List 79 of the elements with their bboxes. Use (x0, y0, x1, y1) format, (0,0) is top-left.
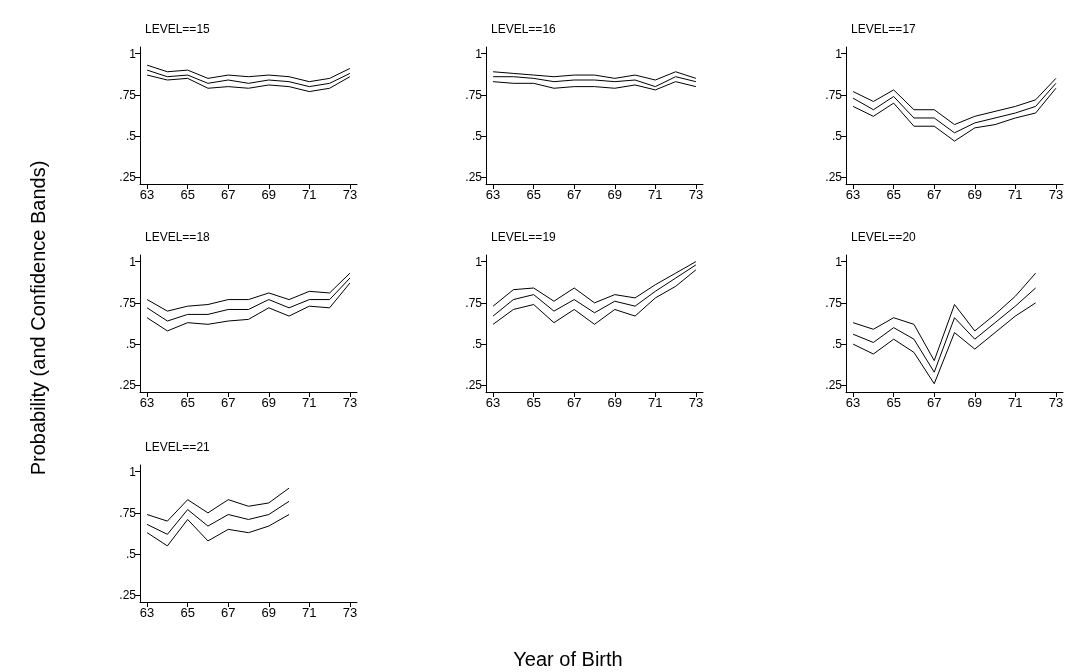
x-tick-label: 69 (607, 395, 623, 410)
x-tick-label: 63 (139, 605, 155, 620)
x-tick-label: 71 (648, 395, 663, 410)
y-tick-label: 1 (129, 46, 137, 61)
y-tick-label: .25 (119, 170, 137, 185)
x-tick-label: 67 (566, 395, 582, 410)
x-tick-label: 63 (139, 395, 155, 410)
y-tick-label: .25 (465, 378, 483, 393)
y-tick-label: .75 (119, 505, 137, 520)
y-tick-label: .5 (125, 337, 137, 352)
x-tick-label: 67 (220, 187, 236, 202)
chart-title: LEVEL==21 (145, 440, 211, 454)
x-tick-label: 73 (688, 395, 704, 410)
x-tick-label: 73 (688, 187, 704, 202)
y-tick-label: 1 (475, 254, 483, 269)
y-tick-label: .5 (471, 337, 483, 352)
x-tick-label: 69 (261, 187, 277, 202)
y-tick-label: 1 (475, 46, 483, 61)
y-tick-label: 1 (129, 254, 137, 269)
x-tick-label: 65 (886, 187, 901, 202)
y-tick-label: .5 (125, 547, 137, 562)
y-tick-label: .75 (825, 295, 843, 310)
y-tick-label: .75 (465, 295, 483, 310)
x-tick-label: 71 (302, 187, 317, 202)
x-tick-label: 71 (1008, 187, 1023, 202)
x-axis-title: Year of Birth (513, 648, 623, 671)
x-tick-label: 63 (485, 187, 501, 202)
x-tick-label: 69 (967, 187, 983, 202)
y-tick-label: .75 (119, 87, 137, 102)
x-tick-label: 73 (1048, 187, 1064, 202)
x-tick-label: 63 (845, 395, 861, 410)
x-tick-label: 71 (302, 395, 317, 410)
x-tick-label: 67 (220, 395, 236, 410)
y-tick-label: .5 (125, 129, 137, 144)
x-tick-label: 63 (845, 187, 861, 202)
y-tick-label: .25 (825, 378, 843, 393)
y-tick-label: .75 (119, 295, 137, 310)
x-tick-label: 63 (485, 395, 501, 410)
x-tick-label: 69 (607, 187, 623, 202)
y-tick-label: .75 (825, 87, 843, 102)
x-tick-label: 73 (342, 605, 358, 620)
y-tick-label: 1 (129, 464, 137, 479)
x-tick-label: 71 (648, 187, 663, 202)
y-tick-label: .5 (471, 129, 483, 144)
x-tick-label: 65 (180, 395, 195, 410)
x-tick-label: 65 (180, 187, 195, 202)
x-tick-label: 67 (566, 187, 582, 202)
x-tick-label: 69 (967, 395, 983, 410)
y-tick-label: .75 (465, 87, 483, 102)
y-tick-label: .5 (831, 337, 843, 352)
chart-title: LEVEL==17 (851, 22, 917, 36)
y-tick-label: .25 (825, 170, 843, 185)
x-tick-label: 67 (220, 605, 236, 620)
x-tick-label: 65 (526, 187, 541, 202)
x-tick-label: 65 (180, 605, 195, 620)
y-tick-label: 1 (835, 46, 843, 61)
x-tick-label: 67 (926, 187, 942, 202)
y-tick-label: .5 (831, 129, 843, 144)
y-tick-label: .25 (119, 378, 137, 393)
chart-title: LEVEL==15 (145, 22, 211, 36)
x-tick-label: 65 (886, 395, 901, 410)
x-tick-label: 69 (261, 395, 277, 410)
y-tick-label: .25 (465, 170, 483, 185)
chart-title: LEVEL==20 (851, 230, 917, 244)
x-tick-label: 73 (342, 395, 358, 410)
chart-title: LEVEL==16 (491, 22, 557, 36)
x-tick-label: 67 (926, 395, 942, 410)
x-tick-label: 69 (261, 605, 277, 620)
x-tick-label: 63 (139, 187, 155, 202)
y-axis-title: Probability (and Confidence Bands) (26, 160, 50, 476)
y-tick-label: 1 (835, 254, 843, 269)
x-tick-label: 71 (302, 605, 317, 620)
x-tick-label: 71 (1008, 395, 1023, 410)
chart-title: LEVEL==19 (491, 230, 557, 244)
x-tick-label: 65 (526, 395, 541, 410)
x-tick-label: 73 (342, 187, 358, 202)
x-tick-label: 73 (1048, 395, 1064, 410)
y-tick-label: .25 (119, 588, 137, 603)
chart-title: LEVEL==18 (145, 230, 211, 244)
